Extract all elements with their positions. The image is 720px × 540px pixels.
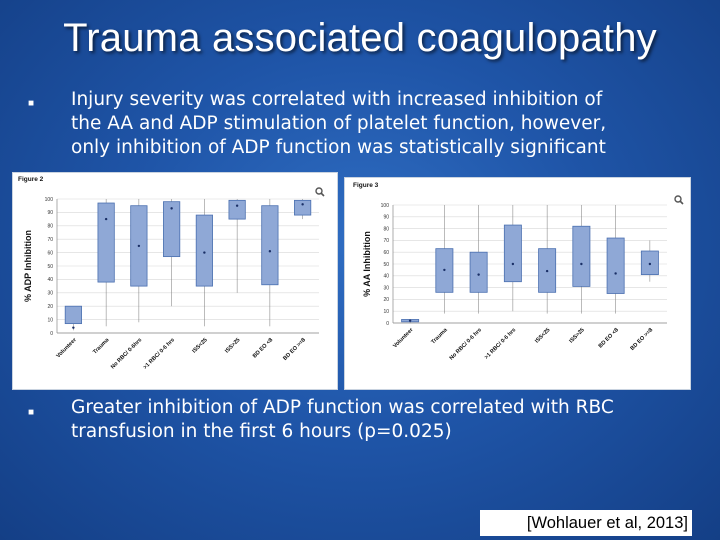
y-axis-label: % AA Inhibition [362,231,372,297]
box-mean-marker [648,262,652,266]
box [469,251,488,293]
box-mean-marker [477,273,480,276]
zoom-icon [674,195,684,205]
x-tick-label: No RBC/ 0-6hrs [110,337,143,370]
box [572,225,591,287]
x-tick-label: BD EO <8 [252,337,274,359]
y-tick-label: 50 [47,264,53,270]
box [228,199,246,220]
y-tick-label: 100 [45,197,54,203]
bullet-2-line-2: transfusion in the first 6 hours (p=0.02… [71,421,452,442]
box-mean-marker [235,204,239,207]
box [195,214,213,287]
y-tick-label: 0 [50,331,53,337]
slide-title: Trauma associated coagulopathy [63,16,657,60]
box-mean-marker [72,326,75,329]
box [503,224,522,283]
y-tick-label: 30 [47,291,53,297]
y-tick-label: 30 [383,285,389,291]
y-tick-label: 100 [381,203,390,209]
box [294,199,312,216]
y-tick-label: 40 [383,274,389,280]
x-tick-label: >1 RBC/ 0-6 hrs [142,337,176,371]
y-tick-label: 20 [383,297,389,303]
y-tick-label: 60 [383,250,389,256]
figure-label: Figure 2 [18,176,44,183]
zoom-icon [315,187,325,197]
x-tick-label: Volunteer [392,327,415,350]
bullet-1-line-2: the AA and ADP stimulation of platelet f… [71,113,607,134]
zoom-icon-lens [674,195,682,203]
x-tick-label: Volunteer [56,337,79,360]
y-tick-label: 0 [386,321,389,327]
figure-3-panel: Figure 3 0 10 20 30 40 50 60 70 80 90 100 % AA Inhib… [344,177,691,390]
bullet-marker-2: ■ [28,407,35,418]
box [64,305,82,325]
bullet-2-line-1: Greater inhibition of ADP function was c… [71,397,614,418]
box-mean-marker [301,203,304,206]
box-mean-marker [268,250,272,253]
box [261,205,279,286]
box [163,201,181,258]
box [606,237,625,294]
box-mean-marker [104,217,108,221]
bullet-text-1: Injury severity was correlated with incr… [71,88,606,160]
x-tick-label: Trauma [430,327,449,346]
x-tick-label: ISS>25 [224,337,241,354]
figure-2-panel: Figure 2 0 10 20 30 40 50 60 70 80 90 100 % ADP Inhi… [12,172,338,390]
y-tick-label: 80 [383,226,389,232]
y-tick-label: 70 [47,237,53,243]
bullet-1-line-1: Injury severity was correlated with incr… [71,89,603,110]
x-tick-label: No RBC/ 0-6 hrs [449,327,483,361]
x-tick-label: ISS<25 [191,337,208,354]
y-tick-label: 90 [47,210,53,216]
bullet-text-2: Greater inhibition of ADP function was c… [71,396,614,444]
box-mean-marker [580,262,583,266]
x-tick-label: BD EO <8 [598,327,620,349]
box-mean-marker [408,319,412,322]
figure-label: Figure 3 [353,182,379,189]
bullet-1-line-3: only inhibition of ADP function was stat… [71,137,606,158]
y-tick-label: 10 [47,317,53,323]
y-tick-label: 70 [383,238,389,244]
y-tick-label: 80 [47,224,53,230]
bullet-marker-1: ■ [28,98,35,109]
zoom-icon-handle [679,200,684,205]
box-mean-marker [203,251,206,254]
y-tick-label: 20 [47,304,53,310]
figure-2-chart: Figure 2 0 10 20 30 40 50 60 70 80 90 100 % ADP Inhi… [18,176,325,371]
y-axis-label: % ADP Inhibition [23,230,33,302]
figure-3-chart: Figure 3 0 10 20 30 40 50 60 70 80 90 100 % AA Inhib… [353,182,684,362]
zoom-icon-handle [320,192,325,197]
x-tick-label: ISS>25 [568,327,585,344]
box-mean-marker [545,269,549,273]
citation: [Wohlauer et al, 2013] [480,510,692,536]
zoom-icon-lens [315,187,323,195]
box-mean-marker [443,268,446,272]
x-tick-label: Trauma [92,337,111,356]
x-tick-label: >1 RBC/ 0-6 hrs [484,327,518,361]
y-tick-label: 60 [47,250,53,256]
box-mean-marker [170,207,173,210]
box-mean-marker [511,262,515,266]
box [97,202,115,283]
y-tick-label: 50 [383,262,389,268]
box-mean-marker [614,272,617,275]
y-tick-label: 90 [383,215,389,221]
x-tick-label: BD EO >=8 [282,337,307,362]
x-tick-label: ISS<25 [534,327,551,344]
box-mean-marker [137,244,141,248]
y-tick-label: 10 [383,309,389,315]
x-tick-label: BD EO >=8 [630,327,655,352]
y-tick-label: 40 [47,277,53,283]
